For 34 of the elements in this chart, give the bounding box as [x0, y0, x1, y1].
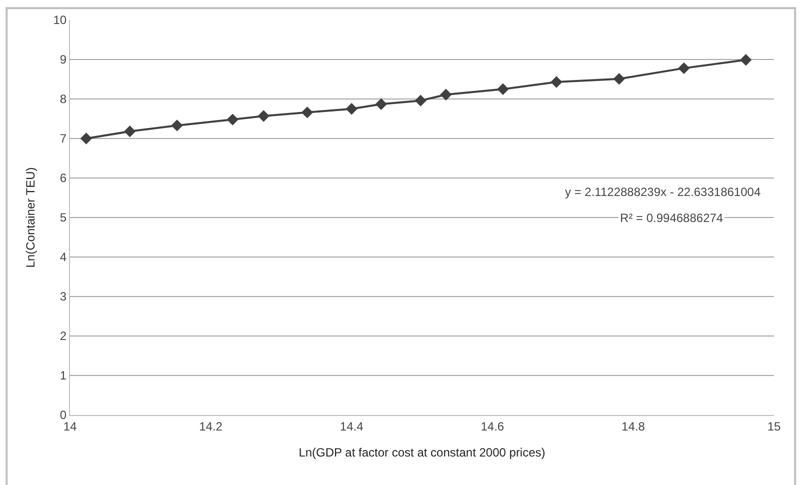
annotation: R² = 0.9946886274 — [620, 211, 724, 225]
y-tick-label: 10 — [53, 13, 67, 28]
point — [226, 114, 238, 126]
y-tick-label: 6 — [60, 171, 67, 186]
point — [171, 120, 183, 132]
y-tick-label: 9 — [60, 52, 67, 67]
x-tick-label: 15 — [767, 419, 781, 434]
annotation: y = 2.1122888239x - 22.6331861004 — [565, 185, 761, 199]
point — [301, 106, 314, 118]
point — [678, 62, 690, 74]
point — [414, 94, 426, 106]
point — [613, 73, 625, 85]
y-tick-label: 3 — [60, 290, 67, 304]
x-tick-label: 14.6 — [480, 419, 504, 434]
x-tick-label: 14.2 — [199, 419, 223, 434]
point — [740, 54, 752, 66]
y-tick-label: 7 — [60, 132, 67, 146]
x-axis-title: Ln(GDP at factor cost at constant 2000 prices) — [298, 445, 546, 460]
x-tick-label: 14.8 — [622, 419, 646, 434]
y-tick-label: 4 — [60, 250, 67, 264]
point — [497, 83, 509, 95]
point — [80, 132, 92, 144]
y-tick-label: 1 — [60, 368, 67, 383]
point — [550, 76, 562, 88]
y-tick-label: 5 — [60, 210, 67, 225]
y-axis-title: Ln(Container TEU) — [24, 167, 38, 268]
y-tick-label: 8 — [60, 92, 67, 106]
point — [258, 110, 270, 122]
point — [375, 98, 388, 110]
point — [124, 126, 136, 138]
point — [440, 88, 452, 101]
point — [346, 103, 358, 115]
y-tick-label: 2 — [60, 329, 67, 344]
x-tick-label: 14.4 — [340, 419, 364, 434]
